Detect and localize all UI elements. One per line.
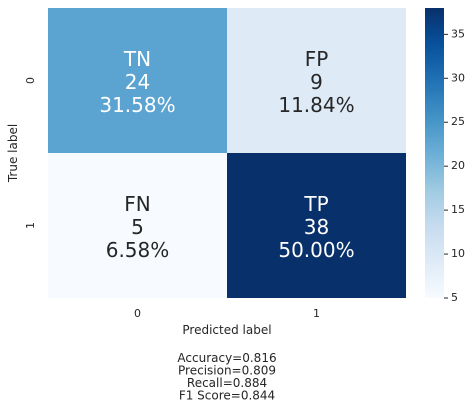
colorbar-tick-label: 15 [451,203,465,216]
colorbar-tick-label: 25 [451,115,465,128]
x-tick-label: 0 [134,307,141,320]
colorbar-tick-label: 35 [451,27,465,40]
cell-tp-line-1: TP [303,192,328,216]
colorbar-tick-label: 30 [451,71,465,84]
cell-tp-line-3: 50.00% [278,238,354,262]
cell-fn-line-1: FN [124,192,150,216]
cell-fp-line-1: FP [305,47,329,71]
colorbar-tick-label: 20 [451,159,465,172]
cell-tn-line-3: 31.58% [99,93,175,117]
metric-line: F1 Score=0.844 [179,389,275,403]
cell-fn-line-3: 6.58% [106,238,170,262]
cell-fn-line-2: 5 [131,215,144,239]
colorbar: 5 10 15 20 25 30 35 [425,8,465,304]
colorbar-tick-label: 10 [451,247,465,260]
cell-fp-line-3: 11.84% [278,93,354,117]
cell-tn-line-2: 24 [125,70,150,94]
y-tick-label: 0 [24,77,37,84]
y-tick-label: 1 [24,222,37,229]
colorbar-tick-label: 5 [451,291,458,304]
cell-tn-line-1: TN [123,47,151,71]
metrics-block: Accuracy=0.816Precision=0.809Recall=0.88… [177,351,276,403]
cell-fp-line-2: 9 [310,70,323,94]
colorbar-gradient [425,8,444,298]
cell-tp-line-2: 38 [304,215,329,239]
x-axis-label: Predicted label [182,323,271,337]
y-axis-label: True label [6,124,20,183]
x-tick-label: 1 [313,307,320,320]
